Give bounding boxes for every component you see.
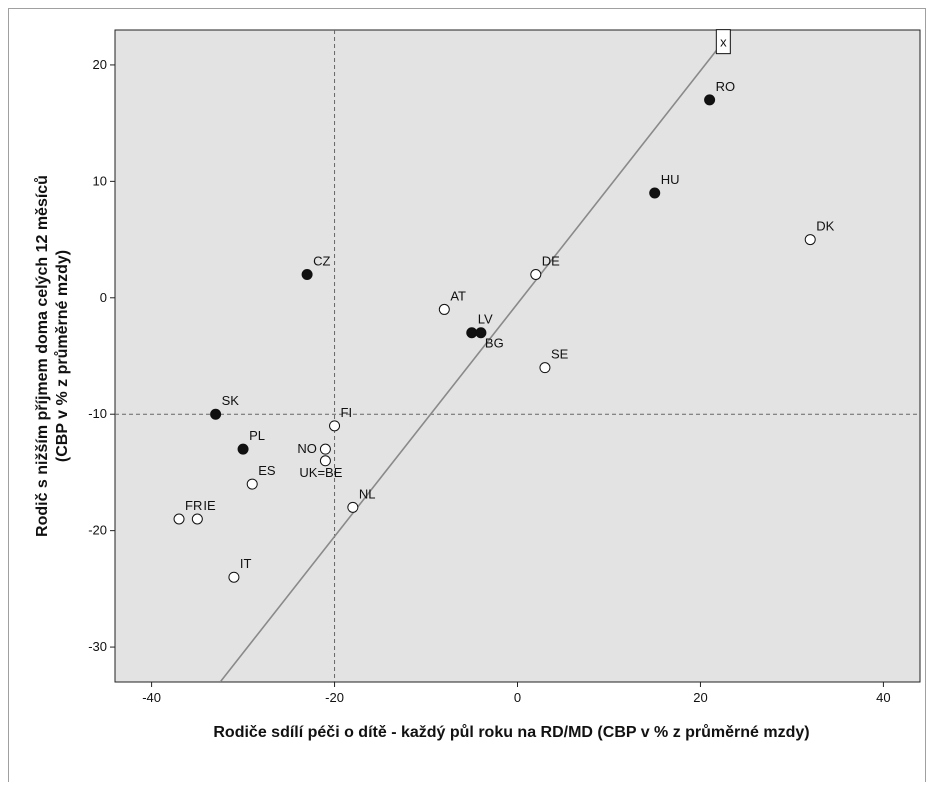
data-point bbox=[228, 571, 240, 583]
data-label: CZ bbox=[313, 254, 330, 269]
data-point bbox=[191, 513, 203, 525]
x-tick-label: -20 bbox=[325, 690, 344, 705]
data-label: NL bbox=[359, 486, 376, 501]
data-label: FI bbox=[341, 405, 353, 420]
x-tick-label: 40 bbox=[876, 690, 890, 705]
data-point bbox=[319, 443, 331, 455]
data-label: IE bbox=[203, 498, 216, 513]
data-point bbox=[466, 327, 478, 339]
data-point bbox=[347, 501, 359, 513]
data-label: HU bbox=[661, 172, 680, 187]
data-point bbox=[329, 420, 341, 432]
y-tick-label: -20 bbox=[88, 523, 107, 538]
y-tick-label: -10 bbox=[88, 406, 107, 421]
data-label: ES bbox=[258, 463, 276, 478]
plot-area bbox=[114, 29, 921, 683]
data-label: SK bbox=[222, 393, 240, 408]
data-label: SE bbox=[551, 347, 569, 362]
y-tick-label: -30 bbox=[88, 639, 107, 654]
data-point bbox=[301, 269, 313, 280]
data-label: RO bbox=[716, 79, 736, 94]
data-point bbox=[649, 187, 661, 199]
data-label: AT bbox=[450, 288, 466, 303]
data-point bbox=[246, 478, 258, 490]
y-axis-title: (CBP v % z průměrné mzdy) bbox=[54, 250, 71, 462]
data-point bbox=[173, 513, 185, 525]
marker-box bbox=[715, 29, 731, 55]
fit-line bbox=[219, 41, 724, 682]
data-label: DK bbox=[816, 219, 834, 234]
data-label: LV bbox=[478, 312, 493, 327]
y-axis-title: Rodič s nižším příjmem doma celých 12 mě… bbox=[34, 175, 51, 537]
data-point bbox=[210, 408, 222, 420]
data-label: UK=BE bbox=[299, 465, 342, 480]
y-tick-label: 0 bbox=[100, 290, 107, 305]
data-label: BG bbox=[485, 336, 504, 351]
data-label: DE bbox=[542, 254, 560, 269]
data-label: PL bbox=[249, 428, 265, 443]
data-point bbox=[539, 362, 551, 374]
x-axis-title: Rodiče sdílí péči o dítě - každý půl rok… bbox=[213, 724, 809, 741]
x-tick-label: 20 bbox=[693, 690, 707, 705]
y-tick-label: 10 bbox=[93, 173, 107, 188]
data-label: IT bbox=[240, 556, 252, 571]
data-point bbox=[438, 303, 450, 315]
data-label: NO bbox=[297, 441, 317, 456]
data-label: FR bbox=[185, 498, 202, 513]
y-tick-label: 20 bbox=[93, 57, 107, 72]
x-tick-label: 0 bbox=[514, 690, 521, 705]
data-point bbox=[237, 443, 249, 455]
data-point bbox=[530, 269, 542, 280]
marker-box-label: x bbox=[720, 35, 727, 50]
data-point bbox=[475, 327, 487, 339]
data-point bbox=[704, 94, 716, 106]
data-point bbox=[804, 234, 816, 246]
data-point bbox=[319, 455, 331, 467]
x-tick-label: -40 bbox=[142, 690, 161, 705]
chart-frame bbox=[8, 8, 926, 782]
